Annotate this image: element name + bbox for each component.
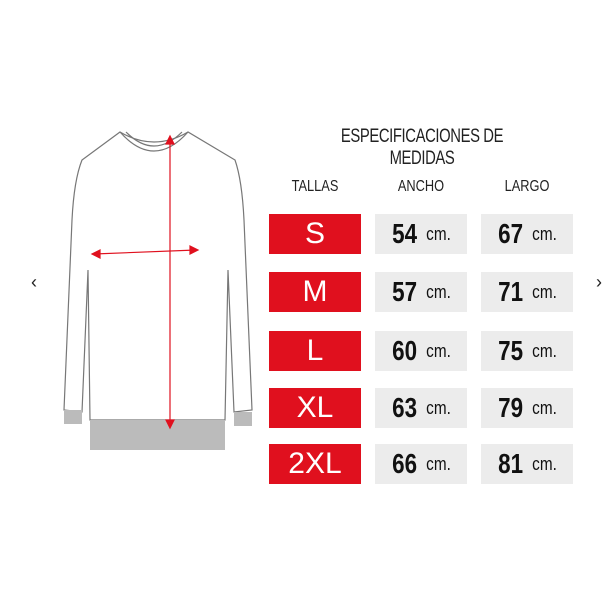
size-label: S bbox=[304, 217, 325, 250]
unit-label: cm. bbox=[426, 281, 451, 302]
header-largo: LARGO bbox=[504, 178, 550, 195]
largo-value: 75 bbox=[498, 335, 523, 366]
size-cell: 2XL bbox=[269, 444, 361, 484]
unit-label: cm. bbox=[532, 453, 557, 474]
largo-value: 81 bbox=[498, 448, 523, 479]
size-label: M bbox=[302, 275, 328, 308]
unit-label: cm. bbox=[532, 340, 557, 361]
ancho-cell: 66 cm. bbox=[375, 444, 467, 484]
ancho-cell: 60 cm. bbox=[375, 331, 467, 371]
unit-label: cm. bbox=[532, 223, 557, 244]
size-cell: S bbox=[269, 214, 361, 254]
largo-value: 79 bbox=[498, 392, 523, 423]
ancho-value: 60 bbox=[392, 335, 417, 366]
sweater-diagram-icon bbox=[63, 131, 253, 450]
ancho-value: 66 bbox=[392, 448, 417, 479]
largo-cell: 71 cm. bbox=[481, 272, 573, 312]
ancho-cell: 57 cm. bbox=[375, 272, 467, 312]
unit-label: cm. bbox=[426, 223, 451, 244]
size-label: L bbox=[306, 334, 324, 367]
largo-value: 67 bbox=[498, 218, 523, 249]
ancho-cell: 63 cm. bbox=[375, 388, 467, 428]
header-ancho: ANCHO bbox=[397, 178, 445, 195]
size-cell: M bbox=[269, 272, 361, 312]
largo-cell: 67 cm. bbox=[481, 214, 573, 254]
header-tallas: TALLAS bbox=[291, 178, 339, 195]
largo-cell: 75 cm. bbox=[481, 331, 573, 371]
chart-title: ESPECIFICACIONES DE MEDIDAS bbox=[340, 126, 504, 169]
unit-label: cm. bbox=[426, 397, 451, 418]
largo-cell: 79 cm. bbox=[481, 388, 573, 428]
unit-label: cm. bbox=[532, 397, 557, 418]
size-cell: L bbox=[269, 331, 361, 371]
ancho-cell: 54 cm. bbox=[375, 214, 467, 254]
carousel-prev-button[interactable]: ‹ bbox=[31, 272, 37, 292]
unit-label: cm. bbox=[532, 281, 557, 302]
carousel-next-button[interactable]: › bbox=[596, 272, 602, 292]
ancho-value: 54 bbox=[392, 218, 417, 249]
largo-cell: 81 cm. bbox=[481, 444, 573, 484]
ancho-value: 63 bbox=[392, 392, 417, 423]
size-cell: XL bbox=[269, 388, 361, 428]
ancho-value: 57 bbox=[392, 276, 417, 307]
unit-label: cm. bbox=[426, 340, 451, 361]
size-label: 2XL bbox=[288, 447, 342, 480]
size-label: XL bbox=[296, 391, 334, 424]
largo-value: 71 bbox=[498, 276, 523, 307]
unit-label: cm. bbox=[426, 453, 451, 474]
